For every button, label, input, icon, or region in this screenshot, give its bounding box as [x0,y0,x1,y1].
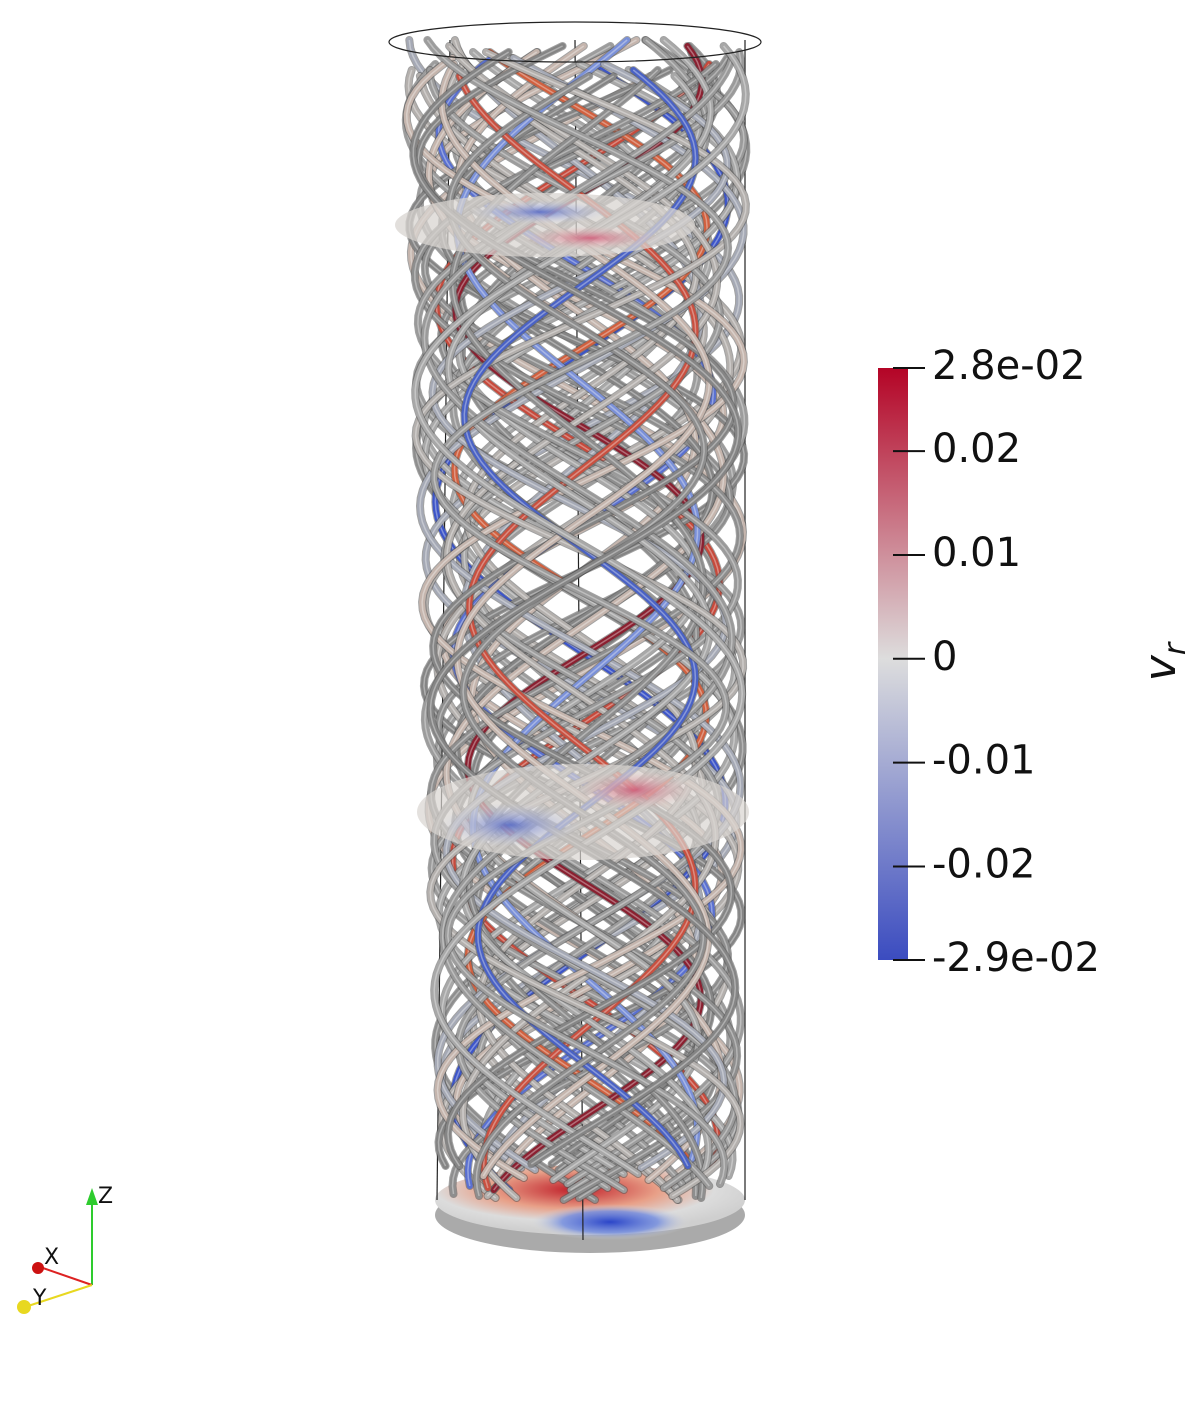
streamline [449,67,707,1201]
slice-red [520,226,660,250]
colorbar-tick-label: -0.02 [932,842,1036,888]
streamline-highlight [463,69,697,1167]
streamline-highlight [426,39,729,1185]
colorbar-tick-label: 2.8e-02 [932,343,1086,389]
streamline [424,37,732,1187]
colorbar-title-sub: r [1158,641,1193,655]
streamline [421,67,741,1177]
streamline-highlight [446,45,718,1199]
streamline [446,73,708,1199]
y-arrow [17,1300,31,1314]
streamline-highlight [414,63,741,1201]
colorbar: vr 2.8e-02 0.02 0.01 0 -0.01 -0.02 -2.9e-02 [878,343,1193,981]
colorbar-tick-label: -0.01 [932,738,1036,784]
x-axis [39,1266,93,1286]
disc-blue [530,1204,690,1240]
streamline-highlight [424,69,738,1175]
y-label: Y [32,1286,47,1311]
colorbar-tick-label: -2.9e-02 [932,935,1100,981]
streamline [443,43,721,1201]
colorbar-tick-label: 0.01 [932,530,1021,576]
streamline-highlight [440,75,714,1165]
slice-blue [470,200,610,224]
orientation-axes: Z X Y [17,1184,113,1314]
colorbar-title: vr [1135,641,1193,681]
slices [388,21,762,860]
z-label: Z [98,1184,113,1209]
streamline [438,73,716,1167]
colorbar-tick-label: 0.02 [932,426,1021,472]
streamline-highlight [449,75,705,1197]
y-axis [24,1284,93,1308]
x-label: X [44,1245,59,1270]
z-arrow [86,1188,98,1205]
x-arrow [32,1262,44,1274]
streamline [461,67,699,1169]
streamline [411,61,744,1203]
slice-red [575,770,695,810]
colorbar-tick-label: 0 [932,634,957,680]
streamline-highlight [451,69,704,1199]
colorbar-ramp [878,368,908,960]
top-outline [388,21,762,63]
colorbar-title-main: v [1135,654,1186,681]
slice-blue [440,803,580,847]
